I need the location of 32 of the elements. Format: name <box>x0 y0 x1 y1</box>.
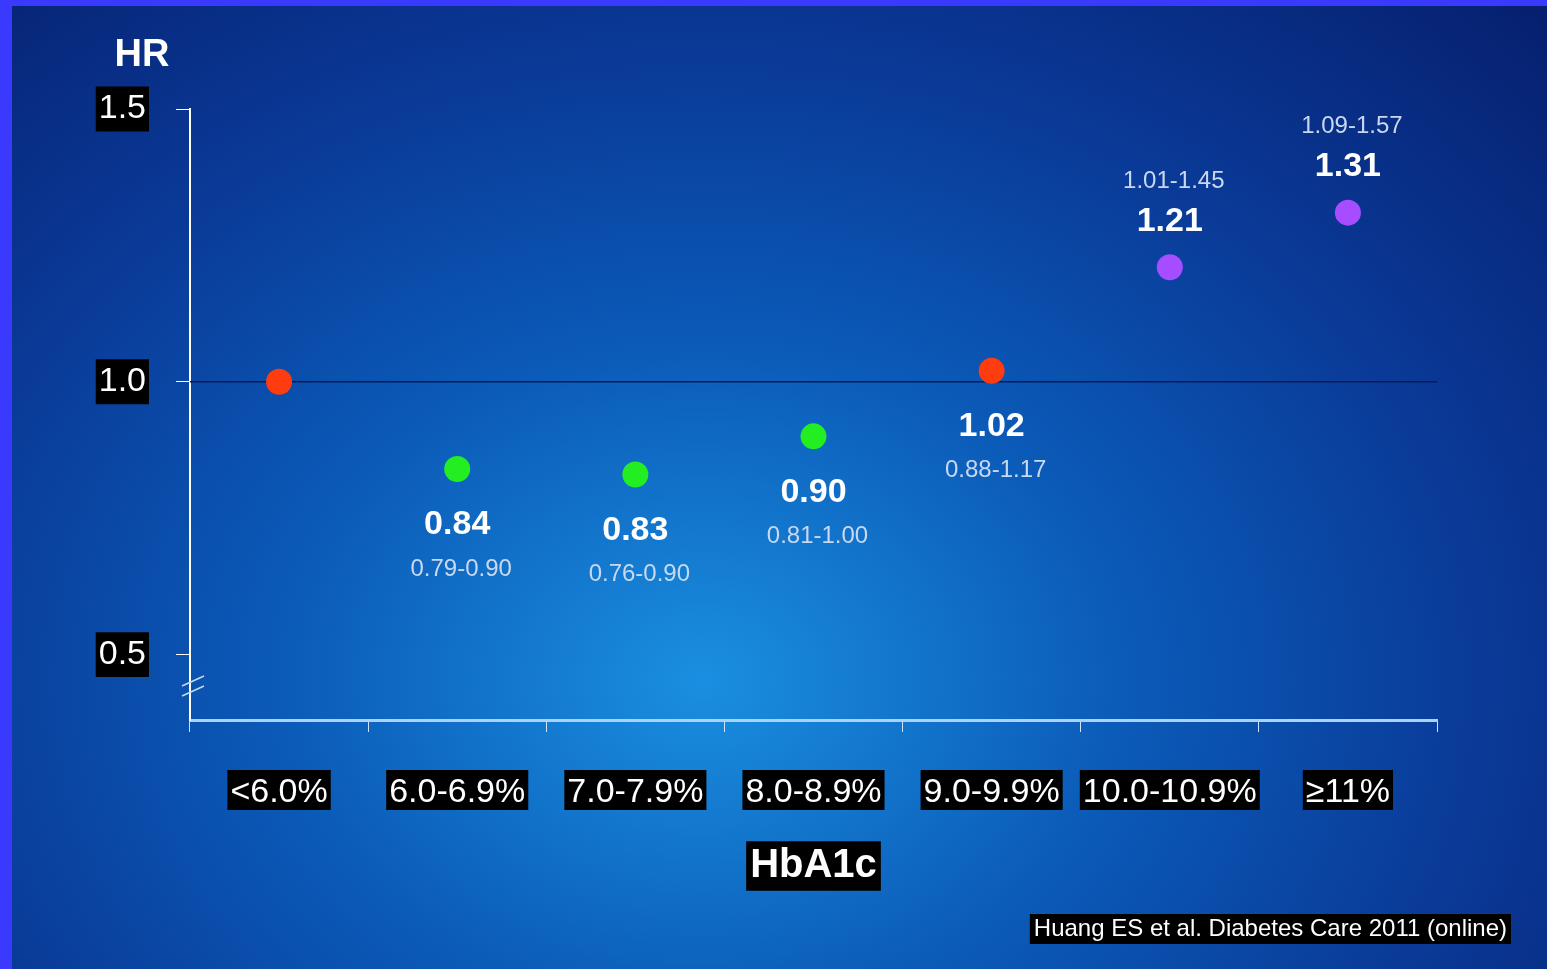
point <box>978 357 1005 384</box>
annotation: 0.88-1.17 <box>944 455 1047 483</box>
data-label: 0.83 <box>602 508 669 547</box>
x-tick-label: 7.0-7.9% <box>567 770 704 809</box>
data-label: 1.31 <box>1314 145 1382 184</box>
point <box>266 368 293 395</box>
point <box>444 456 471 483</box>
annotation: 0.79-0.90 <box>410 553 512 581</box>
data-label: 1.02 <box>958 405 1025 444</box>
point <box>1334 199 1361 226</box>
x-tick-label: 9.0-9.9% <box>923 770 1060 809</box>
data-label: 0.84 <box>424 503 491 542</box>
data-label: 1.21 <box>1136 199 1203 238</box>
x-tick-label: 8.0-8.9% <box>745 770 882 809</box>
y-tick-label: 1.5 <box>98 87 146 126</box>
annotation: 1.09-1.57 <box>1301 111 1403 139</box>
point <box>622 461 649 488</box>
x-tick-label: 6.0-6.9% <box>389 770 526 809</box>
point <box>1156 254 1183 281</box>
y-tick-label: 1.0 <box>98 360 146 399</box>
x-tick-label: 10.0-10.9% <box>1082 770 1257 809</box>
x-axis-title: HbA1c <box>750 841 877 886</box>
x-tick-label: ≥11% <box>1305 770 1391 809</box>
y-tick-label: 0.5 <box>98 632 146 671</box>
annotation: 1.01-1.45 <box>1123 165 1225 193</box>
y-axis-title: HR <box>114 32 170 75</box>
text: Huang ES et al. Diabetes Care 2011 (online) <box>1033 913 1507 941</box>
data-label: 0.90 <box>780 470 847 509</box>
annotation: 0.81-1.00 <box>766 520 869 548</box>
point <box>800 423 827 450</box>
annotation: 0.76-0.90 <box>588 559 691 587</box>
x-tick-label: <6.0% <box>230 770 328 809</box>
